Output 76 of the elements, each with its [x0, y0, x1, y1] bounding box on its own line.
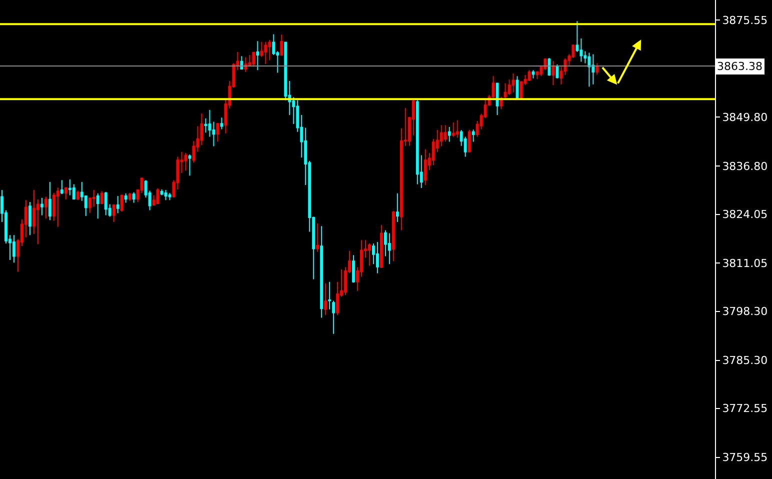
candlestick: [316, 222, 320, 252]
candlestick: [104, 191, 108, 216]
candlestick: [64, 186, 68, 200]
candlestick: [256, 40, 260, 71]
candlestick: [116, 195, 120, 214]
candlestick: [280, 34, 284, 56]
y-tick-label: 3824.05: [722, 208, 768, 222]
candlestick: [392, 210, 395, 262]
y-tick-label: 3849.80: [722, 111, 768, 124]
ref-line-label: 3863.38: [717, 60, 762, 73]
candlestick: [56, 187, 60, 228]
y-tick-label: 3798.30: [722, 305, 768, 318]
candlestick: [504, 82, 507, 98]
candlestick: [40, 197, 44, 216]
candlestick: [536, 70, 539, 80]
candlestick: [388, 232, 391, 265]
candlestick: [324, 282, 328, 316]
candlestick: [456, 120, 459, 138]
candlestick: [244, 56, 248, 72]
candlestick: [60, 180, 64, 195]
candlestick: [376, 241, 379, 274]
candlestick: [588, 52, 591, 88]
candlestick: [552, 60, 555, 86]
candlestick: [68, 178, 72, 196]
candlestick: [168, 192, 172, 201]
y-tick-label: 3875.55: [722, 14, 768, 28]
candlestick: [48, 182, 52, 221]
candlestick: [368, 242, 371, 266]
candlestick: [264, 41, 268, 65]
candlestick: [452, 122, 455, 138]
candlestick: [516, 76, 519, 100]
candlestick: [128, 192, 132, 202]
candlestick: [124, 192, 128, 204]
candlestick: [184, 152, 188, 172]
candlestick: [96, 192, 100, 220]
y-tick-label: 3772.55: [722, 402, 768, 416]
candlestick: [380, 224, 383, 268]
candlestick: [328, 281, 332, 310]
candlestick: [556, 64, 559, 79]
candlestick: [164, 189, 168, 201]
candlestick: [188, 154, 192, 176]
candlestick: [44, 196, 48, 220]
candlestick: [156, 188, 160, 205]
candlestick: [240, 56, 244, 70]
candlestick: [352, 254, 355, 284]
candlestick: [596, 62, 599, 76]
candlestick: [472, 129, 475, 142]
candlestick: [396, 192, 399, 222]
candlestick: [592, 54, 595, 85]
candlestick: [416, 100, 419, 185]
candlestick: [220, 117, 224, 130]
candlestick: [496, 82, 499, 116]
candlestick: [448, 126, 451, 142]
candlestick: [72, 184, 76, 200]
y-tick-label: 3759.55: [722, 451, 768, 464]
candlestick: [100, 190, 104, 205]
candlestick: [216, 122, 220, 142]
candlestick: [332, 300, 336, 334]
candlestick: [444, 124, 447, 142]
y-tick-label: 3811.05: [722, 257, 768, 270]
candlestick: [252, 52, 256, 68]
candlestick: [424, 148, 427, 186]
candlestick: [468, 130, 471, 153]
y-tick-label: 3785.30: [722, 354, 768, 368]
candlestick: [532, 70, 535, 79]
candlestick: [76, 190, 80, 201]
candlestick: [132, 192, 136, 204]
candlestick: [512, 72, 515, 93]
candlestick: [112, 204, 116, 222]
candlestick: [12, 234, 16, 264]
y-tick-label: 3836.80: [722, 160, 768, 174]
candlestick: [160, 189, 164, 196]
candlestick: [268, 39, 272, 61]
candlestick: [28, 202, 32, 236]
candlestick: [120, 194, 124, 212]
candlestick: [320, 226, 324, 318]
